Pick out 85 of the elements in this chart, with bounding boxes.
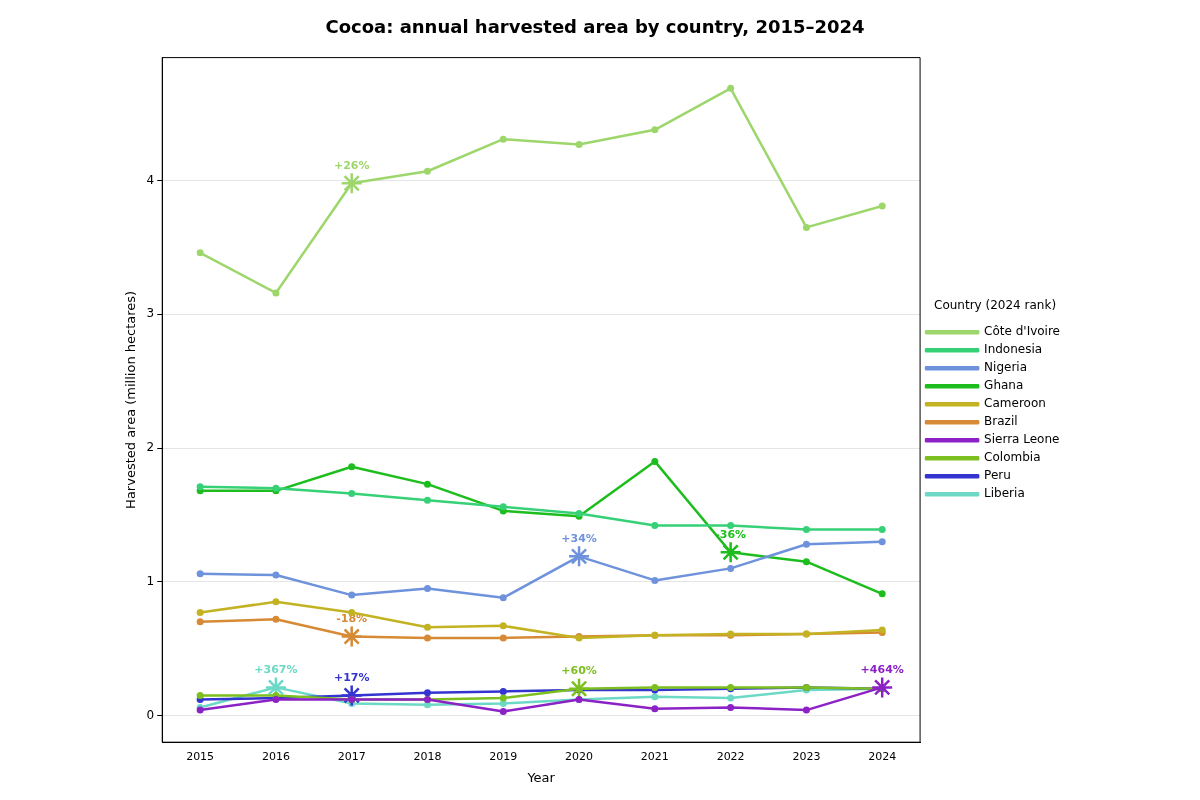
point	[499, 503, 507, 511]
y-axis-title: Harvested area (million hectares)	[123, 290, 139, 509]
legend-label: Nigeria	[984, 360, 1028, 375]
point	[196, 249, 204, 257]
annotation: +34%	[561, 531, 597, 545]
point	[651, 126, 659, 134]
point	[499, 634, 507, 642]
x-axis-title: Year	[526, 769, 556, 785]
point	[802, 558, 810, 566]
annotation: +60%	[561, 664, 597, 678]
point	[651, 457, 659, 465]
point	[499, 707, 507, 715]
point	[499, 594, 507, 602]
point	[651, 576, 659, 584]
point	[272, 289, 280, 297]
point	[272, 571, 280, 579]
x-tick-label: 2021	[640, 749, 669, 763]
point	[423, 634, 431, 642]
legend-label: Côte d'Ivoire	[984, 324, 1061, 339]
legend-title: Country (2024 rank)	[934, 297, 1057, 312]
legend-label: Indonesia	[984, 342, 1043, 357]
annotation: +464%	[860, 662, 904, 676]
point	[802, 526, 810, 534]
point	[727, 84, 735, 92]
legend-label: Brazil	[984, 414, 1018, 429]
x-tick-label: 2024	[868, 749, 897, 763]
legend-label: Ghana	[984, 378, 1024, 393]
legend-label: Colombia	[984, 450, 1041, 465]
point	[802, 540, 810, 548]
point	[727, 522, 735, 530]
point	[575, 141, 583, 149]
point	[878, 538, 886, 546]
point	[423, 584, 431, 592]
point	[348, 490, 356, 497]
x-tick-label: 2017	[337, 749, 366, 763]
point	[727, 703, 735, 711]
point	[499, 135, 507, 143]
point	[348, 591, 356, 599]
x-tick-label: 2015	[186, 749, 215, 763]
annotation: -36%	[715, 527, 747, 541]
y-tick-label: 4	[146, 172, 155, 187]
point	[196, 691, 204, 699]
annotation: +17%	[333, 670, 370, 684]
point	[802, 706, 810, 714]
legend-label: Cameroon	[984, 396, 1046, 411]
point	[272, 598, 280, 606]
point	[196, 570, 204, 578]
point	[272, 615, 280, 623]
x-tick-label: 2022	[716, 749, 745, 763]
point	[196, 483, 204, 491]
point	[878, 590, 886, 598]
point	[651, 705, 659, 713]
point	[196, 618, 204, 626]
y-tick-label: 1	[146, 573, 155, 588]
point	[651, 522, 659, 530]
x-tick-label: 2019	[489, 749, 518, 763]
point	[423, 480, 431, 488]
point	[348, 463, 356, 471]
point	[423, 496, 431, 504]
legend-label: Sierra Leone	[984, 432, 1060, 447]
x-tick-label: 2020	[565, 749, 594, 763]
point	[802, 223, 810, 231]
point	[423, 689, 431, 697]
x-tick-label: 2016	[261, 749, 290, 763]
point	[651, 693, 659, 701]
y-tick-label: 0	[146, 707, 155, 722]
x-tick-label: 2018	[413, 749, 442, 763]
y-tick-label: 2	[146, 440, 155, 455]
point	[196, 609, 204, 616]
point	[727, 564, 735, 572]
legend-label: Peru	[984, 468, 1011, 483]
point	[423, 167, 431, 175]
annotation: +367%	[254, 662, 298, 676]
point	[499, 687, 507, 695]
point	[878, 526, 886, 534]
point	[878, 202, 886, 210]
point	[499, 622, 507, 630]
x-tick-label: 2023	[792, 749, 821, 763]
point	[499, 694, 507, 702]
annotation: +26%	[333, 158, 370, 172]
point	[727, 694, 735, 702]
y-tick-label: 3	[146, 306, 155, 321]
legend-label: Liberia	[984, 486, 1025, 501]
chart-title: Cocoa: annual harvested area by country, 2015–2024	[325, 16, 865, 38]
point	[423, 623, 431, 631]
